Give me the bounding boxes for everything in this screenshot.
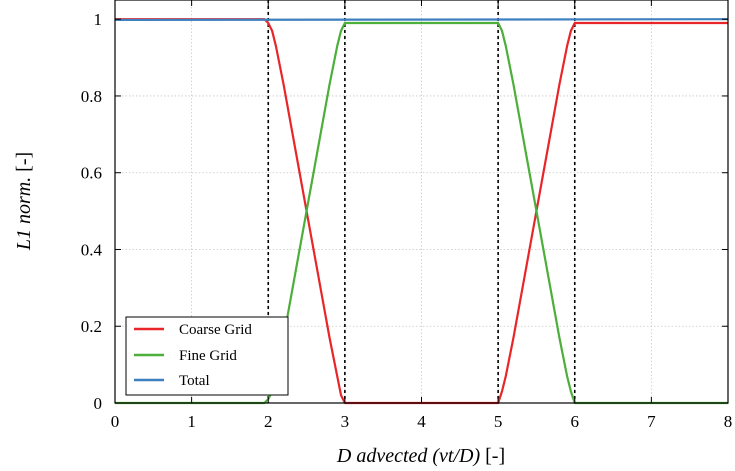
x-tick-label: 3 [341,412,350,431]
legend-label-coarse-grid: Coarse Grid [179,322,252,338]
axis-ticks: 0 1 2 3 4 5 6 7 8 0 0.2 0.4 0.6 0.8 1 [81,0,733,431]
x-tick-label: 5 [494,412,503,431]
series-line-total [114,18,729,22]
x-tick-label: 8 [724,412,733,431]
x-tick-label: 1 [187,412,196,431]
legend-label-fine-grid: Fine Grid [179,348,237,364]
x-tick-label: 6 [571,412,580,431]
y-axis-title: L1 norm. [-] [13,152,35,251]
legend-label-total: Total [179,373,210,389]
legend: Coarse Grid Fine Grid Total [125,316,289,396]
x-tick-label: 7 [647,412,656,431]
y-tick-label: 0.8 [81,87,102,106]
x-axis-title: D advected (vt/D) [-] [336,445,505,467]
x-tick-label: 4 [417,412,426,431]
vertical-dashed-lines [267,0,576,403]
x-tick-label: 0 [111,412,120,431]
y-tick-label: 1 [94,10,103,29]
y-tick-label: 0.2 [81,317,102,336]
x-tick-label: 2 [264,412,273,431]
y-tick-label: 0.4 [81,240,103,259]
y-tick-label: 0 [94,394,103,413]
y-tick-label: 0.6 [81,164,102,183]
